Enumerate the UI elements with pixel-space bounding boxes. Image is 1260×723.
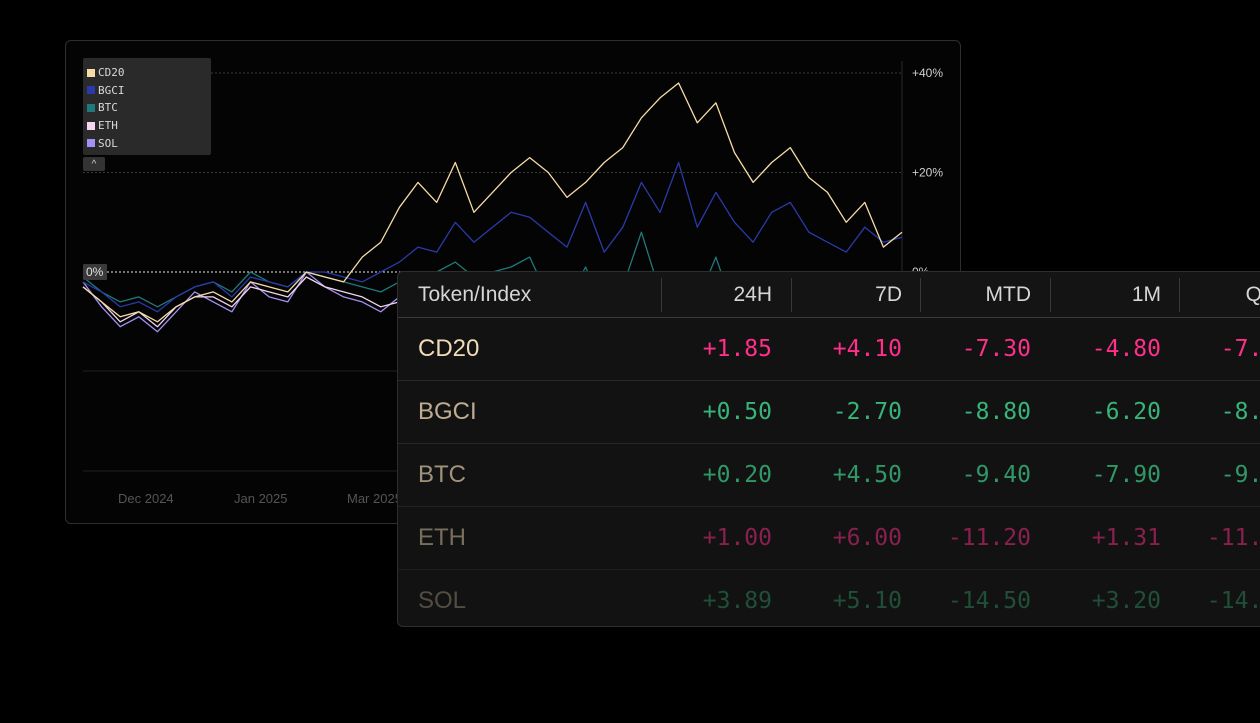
column-header-qtd[interactable]: QTD xyxy=(1178,272,1260,317)
value-1m: -7.90 xyxy=(1091,462,1161,488)
y-tick-label: +20% xyxy=(912,166,943,180)
value-24h: +1.00 xyxy=(702,525,772,551)
table-row-bgci[interactable]: BGCI +0.50 -2.70 -8.80 -6.20 -8.40 xyxy=(398,381,1260,444)
column-separator xyxy=(1179,278,1180,312)
value-7d: +6.00 xyxy=(832,525,902,551)
column-header-1m[interactable]: 1M xyxy=(1131,283,1161,306)
legend-label: SOL xyxy=(98,136,118,150)
series-line-cd20[interactable] xyxy=(82,82,903,323)
column-header-24h[interactable]: 24H xyxy=(733,283,772,306)
table-row-sol[interactable]: SOL +3.89 +5.10 -14.50 +3.20 -14.80 xyxy=(398,570,1260,626)
legend-swatch xyxy=(87,68,95,77)
chevron-up-icon: ^ xyxy=(91,159,97,170)
column-separator xyxy=(661,278,662,312)
value-mtd: -9.40 xyxy=(961,462,1031,488)
value-mtd: -14.50 xyxy=(947,588,1031,614)
y-tick-label: +40% xyxy=(912,66,943,80)
column-separator xyxy=(920,278,921,312)
x-tick-label: Jan 2025 xyxy=(234,491,288,506)
chart-legend[interactable]: CD20 BGCI BTC ETH SOL xyxy=(83,58,211,155)
value-7d: +4.10 xyxy=(832,336,902,362)
value-qtd: -8.40 xyxy=(1220,399,1260,425)
value-24h: +1.85 xyxy=(702,336,772,362)
value-7d: -2.70 xyxy=(832,399,902,425)
legend-swatch xyxy=(87,103,95,112)
token-name: CD20 xyxy=(418,335,480,362)
value-mtd: -8.80 xyxy=(961,399,1031,425)
token-name: SOL xyxy=(418,587,467,614)
performance-table: Token/Index 24H 7D MTD 1M QTD CD20 +1.85 +4.10 -… xyxy=(397,271,1260,627)
legend-label: BTC xyxy=(98,101,118,115)
value-7d: +4.50 xyxy=(832,462,902,488)
token-name: ETH xyxy=(418,524,466,551)
value-1m: -4.80 xyxy=(1091,336,1161,362)
legend-item-eth[interactable]: ETH xyxy=(83,117,211,135)
column-separator xyxy=(791,278,792,312)
token-name: BTC xyxy=(418,461,466,488)
legend-item-cd20[interactable]: CD20 xyxy=(83,64,211,82)
value-1m: +3.20 xyxy=(1091,588,1161,614)
value-qtd: -7.10 xyxy=(1220,336,1260,362)
legend-swatch xyxy=(87,139,95,148)
legend-item-sol[interactable]: SOL xyxy=(83,134,211,152)
value-1m: -6.20 xyxy=(1091,399,1161,425)
table-row-eth[interactable]: ETH +1.00 +6.00 -11.20 +1.31 -11.50 xyxy=(398,507,1260,570)
column-header-7d[interactable]: 7D xyxy=(875,283,902,306)
value-7d: +5.10 xyxy=(832,588,902,614)
legend-swatch xyxy=(87,121,95,130)
table-row-btc[interactable]: BTC +0.20 +4.50 -9.40 -7.90 -9.60 xyxy=(398,444,1260,507)
legend-label: ETH xyxy=(98,119,118,133)
value-24h: +3.89 xyxy=(702,588,772,614)
column-separator xyxy=(1050,278,1051,312)
value-24h: +0.50 xyxy=(702,399,772,425)
table-body: CD20 +1.85 +4.10 -7.30 -4.80 -7.10 BGCI +0.50 -2… xyxy=(398,318,1260,626)
table-row-cd20[interactable]: CD20 +1.85 +4.10 -7.30 -4.80 -7.10 xyxy=(398,318,1260,381)
legend-label: CD20 xyxy=(98,66,125,80)
legend-swatch xyxy=(87,86,95,95)
value-qtd: -9.60 xyxy=(1220,462,1260,488)
x-tick-label: Mar 2025 xyxy=(347,491,402,506)
table-header: Token/Index 24H 7D MTD 1M QTD xyxy=(398,272,1260,318)
legend-collapse-button[interactable]: ^ xyxy=(83,157,105,171)
legend-label: BGCI xyxy=(98,83,125,97)
series-line-bgci[interactable] xyxy=(82,161,903,313)
zero-label-box xyxy=(83,264,107,280)
token-name: BGCI xyxy=(418,398,477,425)
zero-label: 0% xyxy=(86,265,104,279)
value-qtd: -11.50 xyxy=(1206,525,1260,551)
value-24h: +0.20 xyxy=(702,462,772,488)
value-mtd: -7.30 xyxy=(961,336,1031,362)
value-1m: +1.31 xyxy=(1091,525,1161,551)
value-qtd: -14.80 xyxy=(1206,588,1260,614)
column-header-mtd[interactable]: MTD xyxy=(985,283,1032,306)
x-tick-label: Dec 2024 xyxy=(118,491,174,506)
column-header-token-index[interactable]: Token/Index xyxy=(418,283,532,306)
legend-item-btc[interactable]: BTC xyxy=(83,99,211,117)
legend-item-bgci[interactable]: BGCI xyxy=(83,82,211,100)
value-mtd: -11.20 xyxy=(947,525,1031,551)
